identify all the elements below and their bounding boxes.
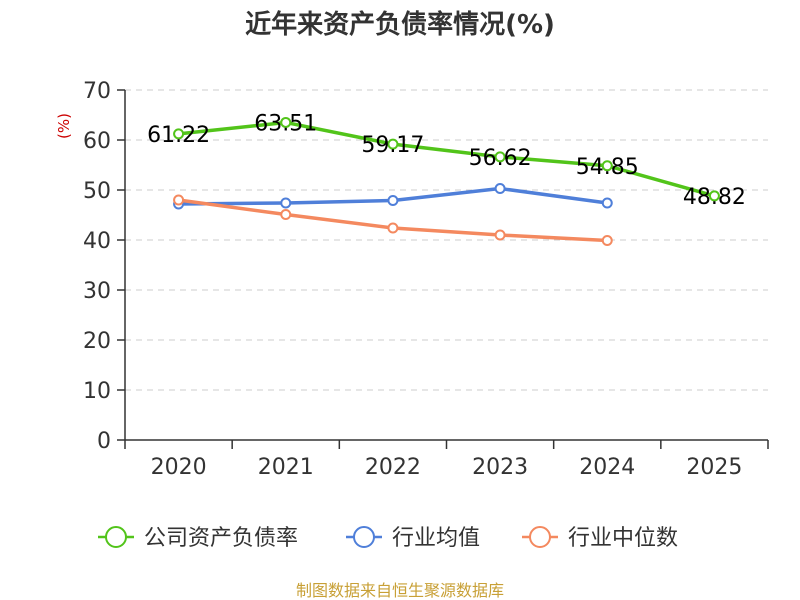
data-point xyxy=(494,151,506,163)
legend: 公司资产负债率 行业均值 行业中位数 xyxy=(98,526,678,551)
data-label: 61.22 xyxy=(147,123,210,148)
y-tick-label: 0 xyxy=(97,429,111,454)
data-labels: 61.22 63.51 59.17 56.62 54.85 48.82 xyxy=(147,111,746,209)
data-point xyxy=(280,209,292,220)
data-label: 48.82 xyxy=(683,185,746,210)
legend-marker-0 xyxy=(105,526,127,548)
y-tick-label: 70 xyxy=(83,79,111,104)
y-axis-label: (%) xyxy=(55,113,73,139)
x-tick-label: 2024 xyxy=(579,455,635,480)
data-point xyxy=(173,128,185,140)
data-label: 63.51 xyxy=(254,111,317,136)
data-point xyxy=(494,229,506,241)
series-line-2 xyxy=(176,198,609,243)
series-line-0 xyxy=(176,120,717,198)
legend-label-1: 行业均值 xyxy=(392,526,480,551)
series-group xyxy=(173,116,720,246)
chart-title: 近年来资产负债率情况(%) xyxy=(245,9,555,40)
gridlines xyxy=(125,89,768,391)
legend-marker-1 xyxy=(353,526,375,548)
data-point xyxy=(387,195,399,206)
data-label: 56.62 xyxy=(469,146,532,171)
legend-label-2: 行业中位数 xyxy=(568,526,678,551)
y-tick-label: 10 xyxy=(83,379,111,404)
data-point xyxy=(708,190,720,202)
legend-marker-2 xyxy=(529,526,551,548)
y-tick-label: 30 xyxy=(83,279,111,304)
x-tick-label: 2022 xyxy=(365,455,421,480)
data-point xyxy=(601,235,613,246)
data-point xyxy=(173,194,185,206)
x-tick-label: 2023 xyxy=(472,455,528,480)
data-label: 54.85 xyxy=(576,155,639,180)
axes: 0 10 20 30 40 50 60 70 2020 2021 2022 2023 2024 2025 xyxy=(83,79,769,480)
data-label: 59.17 xyxy=(361,133,424,158)
data-point xyxy=(601,160,613,172)
x-tick-label: 2025 xyxy=(686,455,742,480)
y-tick-label: 20 xyxy=(83,329,111,354)
data-point xyxy=(494,183,506,194)
source-note: 制图数据来自恒生聚源数据库 xyxy=(296,581,504,600)
x-tick-label: 2021 xyxy=(258,455,314,480)
legend-label-0: 公司资产负债率 xyxy=(144,526,298,551)
y-tick-label: 60 xyxy=(83,129,111,154)
data-point xyxy=(387,138,399,150)
data-point xyxy=(280,116,292,128)
y-tick-label: 50 xyxy=(83,179,111,204)
data-point xyxy=(280,197,292,209)
data-point xyxy=(601,197,613,209)
y-tick-label: 40 xyxy=(83,229,111,254)
data-point xyxy=(387,222,399,234)
x-tick-label: 2020 xyxy=(151,455,207,480)
